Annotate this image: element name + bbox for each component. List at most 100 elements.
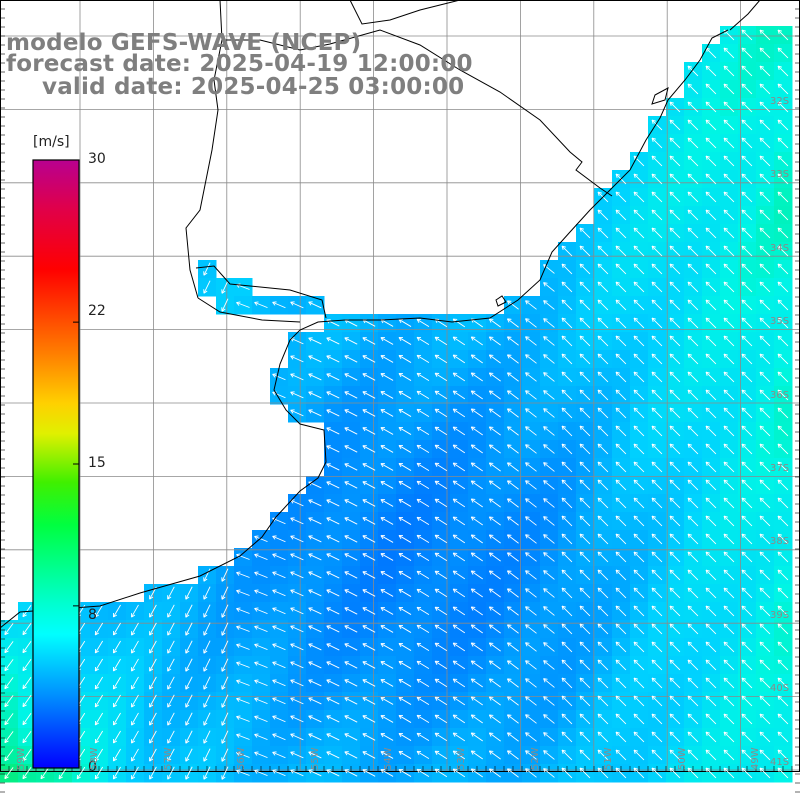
wind-arrow bbox=[326, 517, 340, 525]
wind-arrow bbox=[380, 715, 394, 723]
wind-arrow bbox=[203, 712, 211, 726]
wind-arrow bbox=[344, 535, 358, 543]
wind-arrow bbox=[741, 173, 753, 185]
wind-arrow bbox=[290, 625, 304, 633]
wind-arrow bbox=[669, 749, 681, 761]
wind-arrow bbox=[633, 173, 645, 185]
wind-arrow bbox=[488, 318, 501, 328]
wind-arrow bbox=[705, 263, 717, 275]
wind-arrow bbox=[272, 643, 286, 651]
wind-arrow bbox=[149, 694, 157, 708]
wind-arrow bbox=[254, 679, 268, 687]
wind-arrow bbox=[723, 497, 735, 509]
wind-arrow bbox=[362, 445, 376, 453]
wind-arrow bbox=[272, 553, 286, 561]
wind-arrow bbox=[326, 607, 340, 615]
wind-arrow bbox=[579, 425, 591, 437]
wind-arrow bbox=[687, 533, 699, 545]
wind-arrow bbox=[687, 335, 699, 347]
wind-arrow bbox=[633, 641, 645, 653]
wind-arrow bbox=[759, 173, 771, 185]
wind-arrow bbox=[488, 390, 501, 400]
wind-arrow bbox=[777, 515, 789, 527]
model-title: modelo GEFS-WAVE (NCEP) bbox=[6, 30, 362, 56]
wind-arrow bbox=[470, 480, 484, 490]
wind-arrow bbox=[380, 427, 394, 435]
wind-arrow bbox=[470, 642, 484, 652]
wind-arrow bbox=[525, 408, 537, 418]
wind-arrow bbox=[633, 479, 645, 491]
wind-arrow bbox=[344, 553, 358, 561]
wind-arrow bbox=[633, 731, 645, 743]
wind-arrow bbox=[525, 660, 537, 670]
wind-arrow bbox=[131, 640, 139, 654]
wind-arrow bbox=[326, 499, 340, 507]
wind-arrow bbox=[131, 622, 139, 636]
wind-arrow bbox=[416, 642, 430, 652]
wind-arrow bbox=[203, 262, 211, 276]
wind-arrow bbox=[398, 588, 412, 597]
wind-arrow bbox=[633, 551, 645, 563]
wind-arrow bbox=[416, 588, 430, 598]
wind-arrow bbox=[185, 748, 193, 762]
wind-arrow bbox=[777, 317, 789, 329]
wind-arrow bbox=[633, 299, 645, 311]
wind-arrow bbox=[112, 658, 121, 672]
wind-arrow bbox=[398, 354, 412, 363]
wind-arrow bbox=[741, 227, 753, 239]
wind-arrow bbox=[579, 623, 591, 635]
wind-arrow bbox=[326, 463, 340, 471]
wind-arrow bbox=[506, 660, 519, 670]
wind-arrow bbox=[777, 83, 789, 95]
wind-arrow bbox=[344, 643, 358, 651]
wind-arrow bbox=[705, 443, 717, 455]
wind-arrow bbox=[203, 676, 211, 690]
wind-arrow bbox=[579, 749, 591, 761]
wind-arrow bbox=[669, 281, 681, 293]
wind-arrow bbox=[506, 444, 519, 454]
wind-arrow bbox=[236, 301, 250, 308]
wind-arrow bbox=[506, 318, 519, 328]
wind-arrow bbox=[452, 534, 466, 544]
wind-arrow bbox=[221, 766, 229, 780]
wind-arrow bbox=[167, 586, 175, 600]
wind-arrow bbox=[326, 679, 340, 687]
wind-arrow bbox=[543, 462, 555, 472]
wind-arrow bbox=[416, 408, 430, 418]
wind-arrow bbox=[705, 299, 717, 311]
wind-arrow bbox=[22, 731, 32, 744]
wind-arrow bbox=[687, 767, 699, 779]
wind-arrow bbox=[131, 694, 139, 708]
wind-arrow bbox=[633, 281, 645, 293]
wind-arrow bbox=[4, 713, 14, 726]
wind-arrow bbox=[741, 371, 753, 383]
wind-arrow bbox=[669, 119, 681, 131]
wind-arrow bbox=[615, 749, 627, 761]
wind-arrow bbox=[506, 426, 519, 436]
wind-arrow bbox=[308, 679, 322, 687]
wind-arrow bbox=[615, 605, 627, 617]
wind-arrow bbox=[687, 605, 699, 617]
wind-arrow bbox=[434, 336, 448, 346]
wind-arrow bbox=[290, 679, 304, 687]
wind-arrow bbox=[290, 607, 304, 615]
wind-arrow bbox=[723, 659, 735, 671]
wind-arrow bbox=[167, 622, 175, 636]
wind-arrow bbox=[741, 749, 753, 761]
wind-arrow bbox=[705, 245, 717, 257]
wind-arrow bbox=[579, 605, 591, 617]
wind-arrow bbox=[741, 407, 753, 419]
wind-arrow bbox=[687, 317, 699, 329]
wind-arrow bbox=[290, 571, 304, 579]
wind-arrow bbox=[741, 731, 753, 743]
wind-arrow bbox=[525, 462, 537, 472]
wind-arrow bbox=[434, 372, 448, 382]
lon-label: 49W bbox=[750, 747, 761, 770]
wind-arrow bbox=[777, 767, 789, 779]
wind-arrow bbox=[362, 427, 376, 435]
wind-arrow bbox=[272, 751, 286, 759]
wind-arrow bbox=[362, 517, 376, 525]
wind-arrow bbox=[398, 732, 412, 741]
wind-arrow bbox=[651, 569, 663, 581]
wind-arrow bbox=[651, 749, 663, 761]
